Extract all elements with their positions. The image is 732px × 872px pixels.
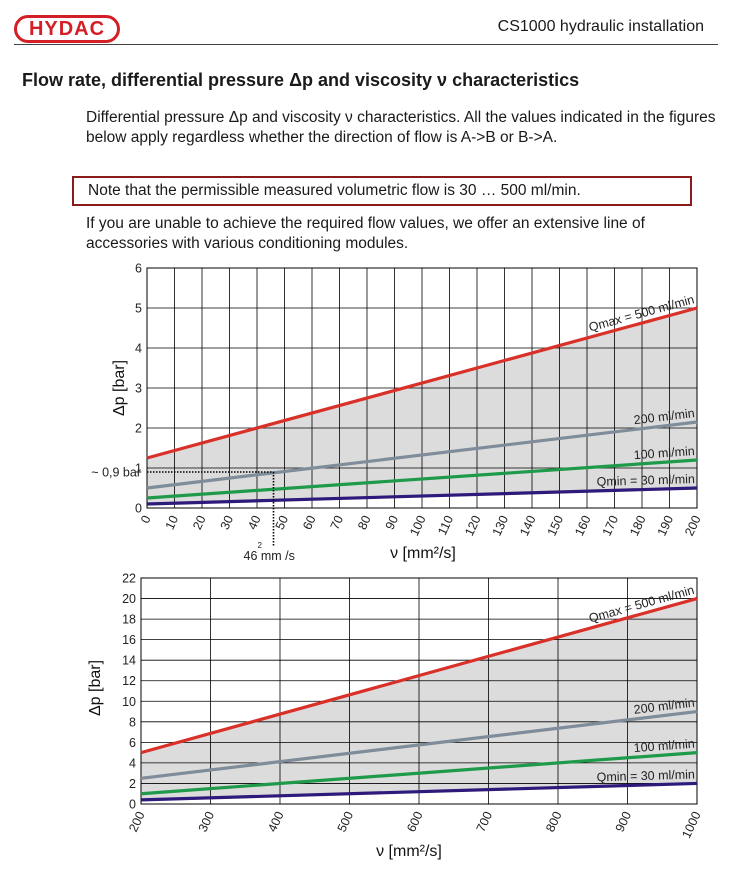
section-title: Flow rate, differential pressure Δp and … (22, 70, 580, 90)
y-axis-title: Δp [bar] (111, 360, 128, 416)
y-tick-label: 20 (122, 592, 136, 606)
y-tick-label: 2 (135, 422, 142, 436)
series-100-line (146, 458, 698, 500)
y-tick-label: 16 (122, 633, 136, 647)
x-tick-label: 150 (545, 513, 567, 538)
header-divider (14, 44, 718, 45)
y-tick-label: 8 (129, 715, 136, 729)
x-tick-label: 130 (490, 513, 512, 538)
x-tick-label: 600 (404, 809, 426, 834)
x-tick-label: 160 (572, 513, 594, 538)
x-axis-title: ν [mm²/s] (376, 843, 442, 860)
y-tick-label: 22 (122, 572, 136, 586)
y-tick-label: 18 (122, 613, 136, 627)
y-tick-label: 2 (129, 777, 136, 791)
x-tick-label: 190 (655, 513, 677, 538)
x-tick-label: 0 (138, 513, 154, 525)
x-tick-label: 30 (218, 513, 237, 532)
series-qmin-label: Qmin = 30 ml/min (596, 472, 695, 489)
series-200-line (140, 709, 698, 780)
y-tick-label: 0 (135, 502, 142, 516)
annotation-viscosity-superscript: 2 (258, 541, 263, 550)
y-tick-label: 0 (129, 798, 136, 812)
x-tick-label: 500 (335, 809, 357, 834)
y-tick-label: 5 (135, 302, 142, 316)
x-tick-label: 180 (627, 513, 649, 538)
x-tick-label: 1000 (679, 809, 703, 840)
series-qmin-line (146, 486, 698, 506)
x-tick-label: 50 (273, 513, 292, 532)
y-axis-title: Δp [bar] (87, 660, 104, 716)
plot-frame (140, 577, 698, 805)
logo-text: HYDAC (28, 17, 106, 40)
y-tick-label: 12 (122, 674, 136, 688)
y-tick-label: 4 (129, 756, 136, 770)
series-100-line (140, 751, 698, 796)
x-tick-label: 700 (474, 809, 496, 834)
flow-note-text: Note that the permissible measured volum… (88, 182, 581, 199)
x-axis-title: ν [mm²/s] (390, 545, 456, 562)
x-tick-label: 200 (682, 513, 704, 538)
x-tick-label: 120 (462, 513, 484, 538)
x-tick-label: 20 (190, 513, 209, 532)
x-tick-label: 90 (383, 513, 402, 532)
series-qmax-line (146, 306, 698, 460)
document-title: CS1000 hydraulic installation (497, 18, 704, 35)
y-tick-label: 4 (135, 342, 142, 356)
x-tick-label: 140 (517, 513, 539, 538)
x-tick-label: 170 (600, 513, 622, 538)
flow-note-box: Note that the permissible measured volum… (72, 176, 692, 206)
x-tick-label: 400 (265, 809, 287, 834)
chart-high-viscosity: 0 2 4 6 8 10 12 14 16 18 20 22 200 300 400 500 600 700 800… (87, 572, 704, 861)
y-tick-label: 3 (135, 382, 142, 396)
intro-paragraph: Differential pressure Δp and viscosity ν… (86, 109, 716, 146)
x-tick-label: 70 (328, 513, 347, 532)
series-100-label: 100 ml/min (633, 444, 695, 462)
series-qmax-line (140, 597, 698, 755)
series-100-label: 100 ml/min (633, 737, 695, 755)
x-tick-label: 80 (355, 513, 374, 532)
x-tick-label: 300 (196, 809, 218, 834)
x-tick-label: 60 (300, 513, 319, 532)
x-tick-label: 800 (543, 809, 565, 834)
y-tick-label: 14 (122, 654, 136, 668)
x-tick-label: 110 (435, 513, 456, 537)
plot-frame (146, 267, 698, 509)
series-qmin-label: Qmin = 30 ml/min (596, 767, 695, 784)
x-tick-label: 10 (163, 513, 182, 532)
y-tick-label: 1 (135, 462, 142, 476)
series-200-line (146, 420, 698, 490)
y-tick-label: 6 (135, 262, 142, 276)
x-tick-label: 200 (126, 809, 148, 834)
x-tick-label: 40 (245, 513, 264, 532)
annotation-viscosity-label: 46 mm /s (244, 549, 295, 563)
y-tick-label: 6 (129, 736, 136, 750)
hydac-logo: HYDAC (14, 15, 120, 43)
x-tick-label: 100 (407, 513, 429, 538)
accessories-paragraph: If you are unable to achieve the require… (86, 215, 645, 252)
annotation-pressure-label: ~ 0,9 bar (91, 466, 141, 480)
series-qmin-line (140, 781, 698, 802)
x-tick-label: 900 (613, 809, 635, 834)
y-tick-label: 10 (122, 695, 136, 709)
